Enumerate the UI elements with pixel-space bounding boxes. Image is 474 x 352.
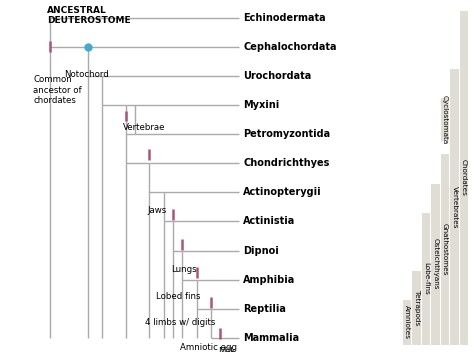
Text: Milk: Milk	[218, 347, 235, 352]
Text: Amniotes: Amniotes	[404, 306, 410, 339]
Text: Urochordata: Urochordata	[243, 71, 311, 81]
Bar	[431, 183, 440, 345]
Bar	[460, 11, 468, 345]
Text: Chondrichthyes: Chondrichthyes	[243, 158, 329, 168]
Text: Chordates: Chordates	[461, 159, 467, 196]
Text: Cyclostomata: Cyclostomata	[442, 95, 448, 144]
Bar	[441, 98, 449, 141]
Text: Reptilia: Reptilia	[243, 304, 286, 314]
Bar	[403, 300, 411, 345]
Text: Cephalochordata: Cephalochordata	[243, 42, 337, 52]
Text: Petromyzontida: Petromyzontida	[243, 129, 330, 139]
Bar	[450, 69, 459, 345]
Text: Notochord: Notochord	[64, 70, 109, 78]
Text: Gnathostomes: Gnathostomes	[442, 224, 448, 276]
Text: Lobe-fins: Lobe-fins	[423, 263, 429, 295]
Text: Myxini: Myxini	[243, 100, 279, 110]
Bar	[412, 271, 421, 345]
Text: Osteichthyans: Osteichthyans	[433, 239, 438, 290]
Text: Actinopterygii: Actinopterygii	[243, 187, 322, 197]
Text: Common
ancestor of
chordates: Common ancestor of chordates	[33, 75, 82, 105]
Text: 4 limbs w/ digits: 4 limbs w/ digits	[145, 318, 215, 327]
Text: Mammalia: Mammalia	[243, 333, 299, 343]
Text: Tetrapods: Tetrapods	[414, 290, 419, 326]
Text: Dipnoi: Dipnoi	[243, 246, 279, 256]
Text: Echinodermata: Echinodermata	[243, 13, 326, 23]
Bar	[422, 213, 430, 345]
Text: Amniotic egg: Amniotic egg	[180, 343, 237, 352]
Text: Actinistia: Actinistia	[243, 216, 295, 226]
Bar	[441, 155, 449, 345]
Text: Lobed fins: Lobed fins	[156, 292, 201, 301]
Text: Amphibia: Amphibia	[243, 275, 295, 285]
Text: Vertebrates: Vertebrates	[452, 186, 457, 228]
Text: Lungs: Lungs	[171, 265, 196, 274]
Text: Vertebrae: Vertebrae	[123, 122, 166, 132]
Text: ANCESTRAL
DEUTEROSTOME: ANCESTRAL DEUTEROSTOME	[47, 6, 131, 25]
Text: Jaws: Jaws	[147, 206, 166, 215]
